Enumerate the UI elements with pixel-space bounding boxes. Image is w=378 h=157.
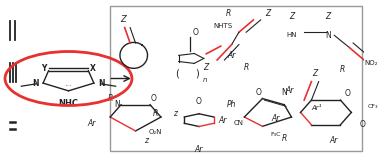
- Text: NHC: NHC: [59, 99, 79, 108]
- Text: Ar: Ar: [271, 114, 279, 123]
- Text: HN: HN: [286, 32, 297, 38]
- Text: R: R: [153, 109, 158, 119]
- Text: N: N: [281, 88, 287, 97]
- Text: Z: Z: [313, 69, 318, 78]
- Text: F₃C: F₃C: [270, 132, 280, 137]
- Text: X: X: [90, 64, 96, 73]
- Text: Ar: Ar: [88, 119, 96, 128]
- Text: ): ): [195, 69, 199, 79]
- Text: (: (: [175, 69, 179, 79]
- Text: O₂N: O₂N: [149, 130, 162, 135]
- Text: z: z: [144, 136, 149, 145]
- Text: R: R: [339, 65, 345, 74]
- Text: R: R: [243, 63, 249, 72]
- Text: Ar: Ar: [218, 116, 227, 125]
- Text: O: O: [345, 89, 351, 98]
- Text: Y: Y: [41, 64, 46, 73]
- Text: R: R: [225, 9, 231, 18]
- Text: CF₃: CF₃: [368, 104, 378, 109]
- Text: Ar¹: Ar¹: [312, 105, 322, 111]
- Text: Ar: Ar: [329, 136, 338, 145]
- Text: O: O: [196, 97, 202, 106]
- Text: O: O: [359, 120, 365, 129]
- Text: z: z: [174, 109, 177, 119]
- Text: R: R: [108, 94, 113, 103]
- Text: ·: ·: [275, 98, 279, 108]
- Text: n: n: [203, 77, 208, 83]
- Text: Ar: Ar: [195, 145, 203, 154]
- Text: ···: ···: [65, 82, 73, 92]
- Text: Ar: Ar: [285, 86, 294, 95]
- Text: N: N: [98, 79, 104, 88]
- Text: N: N: [325, 31, 331, 40]
- Text: N: N: [115, 100, 120, 109]
- Text: CN: CN: [234, 120, 244, 126]
- Text: O: O: [151, 94, 156, 103]
- Text: Ar: Ar: [228, 51, 236, 60]
- Text: Z: Z: [289, 12, 294, 21]
- Text: Z: Z: [120, 15, 126, 24]
- Text: Z: Z: [325, 12, 330, 21]
- Text: O: O: [256, 88, 262, 97]
- FancyBboxPatch shape: [110, 6, 362, 151]
- Text: Z: Z: [204, 63, 209, 72]
- Text: NHTS: NHTS: [213, 23, 232, 29]
- Text: N: N: [33, 79, 39, 88]
- Text: NO₂: NO₂: [364, 60, 378, 66]
- Text: R: R: [282, 134, 287, 143]
- Text: Ph: Ph: [227, 100, 236, 109]
- Text: O: O: [192, 28, 198, 37]
- Text: Z: Z: [265, 9, 271, 18]
